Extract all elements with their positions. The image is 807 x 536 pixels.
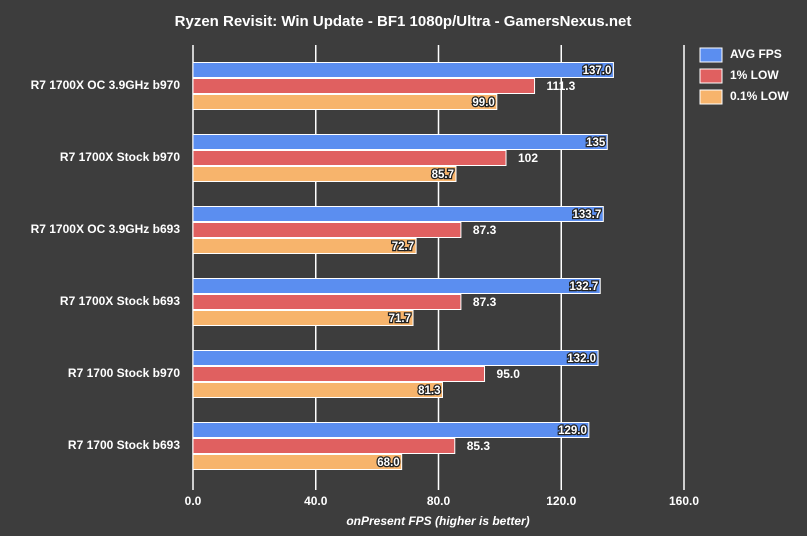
bar <box>192 62 614 78</box>
legend-swatch <box>699 68 723 84</box>
bar <box>192 278 601 294</box>
bar <box>192 382 443 398</box>
value-label: 87.3 <box>473 223 497 237</box>
x-tick-label: 0.0 <box>185 494 202 508</box>
bar <box>192 134 608 150</box>
y-tick-label: R7 1700X Stock b970 <box>60 150 180 164</box>
legend-swatch <box>699 47 723 63</box>
y-tick-label: R7 1700X Stock b693 <box>60 294 180 308</box>
value-label: 72.7 <box>392 241 414 253</box>
x-tick-label: 120.0 <box>546 494 576 508</box>
bar <box>192 294 462 310</box>
y-tick-label: R7 1700X OC 3.9GHz b970 <box>31 78 181 92</box>
bar <box>192 310 414 326</box>
value-label: 133.7 <box>573 209 602 221</box>
bar <box>192 438 456 454</box>
value-label: 71.7 <box>389 313 411 325</box>
value-label: 85.3 <box>467 439 491 453</box>
bar <box>192 350 599 366</box>
x-tick-label: 80.0 <box>427 494 451 508</box>
legend-label: AVG FPS <box>730 47 782 61</box>
value-label: 68.0 <box>377 457 399 469</box>
value-label: 132.0 <box>567 353 596 365</box>
bar <box>192 366 486 382</box>
value-label: 102 <box>518 151 538 165</box>
bar <box>192 238 417 254</box>
value-label: 81.3 <box>418 385 440 397</box>
legend-swatch <box>699 89 723 105</box>
value-label: 85.7 <box>432 169 454 181</box>
value-label: 87.3 <box>473 295 497 309</box>
value-label: 135 <box>586 137 606 149</box>
y-tick-label: R7 1700X OC 3.9GHz b693 <box>31 222 181 236</box>
bar <box>192 166 457 182</box>
value-label: 95.0 <box>497 367 521 381</box>
bar <box>192 206 604 222</box>
legend-label: 1% LOW <box>730 68 779 82</box>
value-label: 111.3 <box>547 79 576 93</box>
bar <box>192 454 403 470</box>
value-label: 129.0 <box>558 425 587 437</box>
legend-label: 0.1% LOW <box>730 89 789 103</box>
bar <box>192 422 590 438</box>
value-label: 137.0 <box>583 65 612 77</box>
bar <box>192 78 536 94</box>
bar <box>192 94 498 110</box>
y-tick-label: R7 1700 Stock b970 <box>68 366 180 380</box>
x-axis-label: onPresent FPS (higher is better) <box>346 514 529 528</box>
x-tick-label: 160.0 <box>669 494 699 508</box>
chart-title: Ryzen Revisit: Win Update - BF1 1080p/Ul… <box>175 13 632 30</box>
x-tick-label: 40.0 <box>304 494 328 508</box>
value-label: 132.7 <box>569 281 598 293</box>
bar <box>192 150 507 166</box>
value-label: 99.0 <box>472 97 494 109</box>
y-tick-label: R7 1700 Stock b693 <box>68 438 180 452</box>
bar <box>192 222 462 238</box>
